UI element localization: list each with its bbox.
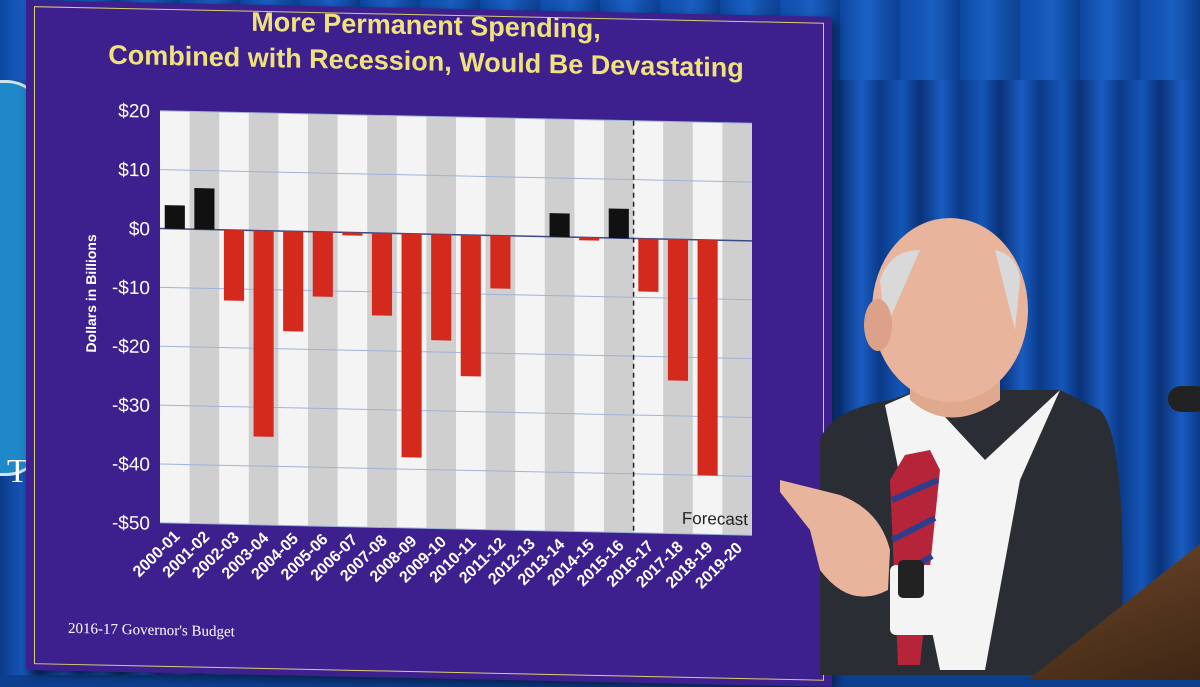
y-tick-label: -$10 [112, 277, 150, 299]
bar-2016-17 [638, 238, 659, 292]
bar-2010-11 [460, 234, 481, 377]
y-tick-label: -$20 [112, 336, 150, 358]
y-tick-label: -$50 [112, 513, 150, 535]
plot-area: Forecast [160, 110, 753, 536]
bar-2014-15 [579, 237, 600, 241]
bar-2017-18 [667, 239, 689, 381]
y-tick-label: $20 [118, 101, 150, 123]
gridline [160, 463, 752, 477]
gridline [160, 169, 752, 183]
bar-2007-08 [371, 232, 393, 316]
bar-2001-02 [194, 188, 215, 230]
chart-title: More Permanent Spending,Combined with Re… [108, 7, 744, 83]
plot-stripe [485, 117, 516, 531]
y-tick-label: $0 [129, 219, 150, 240]
bar-2000-01 [164, 205, 185, 230]
plot-stripe [722, 122, 753, 536]
y-tick-label: -$40 [112, 454, 150, 476]
y-axis-label: Dollars in Billions [83, 234, 99, 353]
bar-2011-12 [490, 235, 511, 289]
bar-chart: More Permanent Spending,Combined with Re… [68, 7, 753, 641]
bar-2002-03 [223, 229, 245, 301]
plot-stripe [544, 118, 575, 532]
gridline [160, 522, 752, 536]
plot-stripe [604, 120, 634, 533]
bar-2015-16 [608, 208, 629, 239]
bar-2004-05 [283, 231, 304, 332]
bar-2005-06 [312, 231, 333, 297]
chart-footer: 2016-17 Governor's Budget [68, 621, 236, 641]
y-tick-label: -$30 [112, 395, 150, 417]
bar-2018-19 [697, 239, 718, 476]
plot-stripe [189, 111, 220, 525]
chart-title-line-2: Combined with Recession, Would Be Devast… [108, 40, 744, 83]
bar-2008-09 [401, 233, 422, 458]
bar-2003-04 [253, 230, 274, 437]
forecast-label: Forecast [682, 509, 748, 529]
y-axis: $20 $10 $0 -$10 -$20 -$30 -$40 -$50 [112, 101, 150, 535]
gridline [160, 110, 752, 124]
plot-stripe [308, 113, 338, 527]
y-tick-label: $10 [118, 160, 150, 182]
bar-2006-07 [342, 232, 363, 236]
chart-board: More Permanent Spending, Combined with Re… [26, 0, 832, 687]
x-axis: 2000-012001-022002-032003-042004-052005-… [130, 528, 746, 593]
bar-2009-10 [431, 234, 452, 341]
bar-2013-14 [549, 213, 570, 238]
plot-stripe [367, 115, 397, 528]
microphone-icon [1168, 386, 1200, 412]
speaker-figure [780, 218, 1123, 675]
chart-title-line-1: More Permanent Spending, [251, 7, 601, 44]
